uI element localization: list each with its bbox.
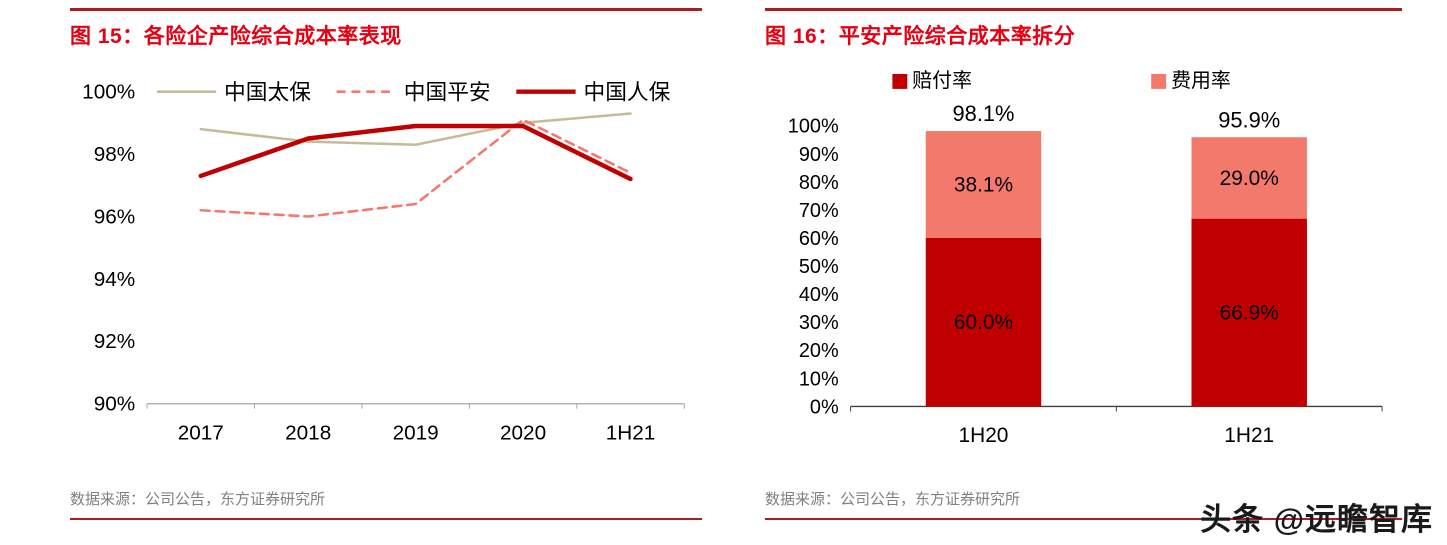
total-label: 98.1% bbox=[952, 101, 1014, 126]
legend-swatch bbox=[1151, 73, 1167, 89]
figure-15-bottom-rule bbox=[70, 518, 702, 520]
bar-segment bbox=[925, 131, 1042, 238]
series-line-solid bbox=[198, 123, 633, 182]
y-tick-label: 100% bbox=[82, 81, 135, 104]
legend-label: 中国人保 bbox=[584, 80, 671, 105]
bar-segment bbox=[1191, 218, 1307, 407]
figure-16-bottom-rule bbox=[765, 518, 1402, 520]
series-line-dashed bbox=[199, 118, 632, 218]
segment-label: 38.1% bbox=[954, 173, 1013, 196]
legend-label: 中国太保 bbox=[224, 80, 311, 105]
figure-15-top-rule bbox=[70, 8, 702, 11]
y-tick-label: 40% bbox=[799, 284, 839, 306]
x-tick-label: 2017 bbox=[178, 421, 224, 444]
y-tick-label: 80% bbox=[799, 172, 839, 194]
total-label: 95.9% bbox=[1218, 107, 1280, 132]
y-tick-label: 10% bbox=[799, 368, 839, 390]
y-tick-label: 100% bbox=[788, 116, 839, 138]
y-tick-label: 0% bbox=[810, 396, 839, 418]
y-tick-label: 90% bbox=[94, 393, 135, 416]
segment-label: 66.9% bbox=[1220, 301, 1279, 324]
legend-label: 费用率 bbox=[1171, 69, 1231, 92]
y-tick-label: 90% bbox=[799, 144, 839, 166]
y-tick-label: 60% bbox=[799, 228, 839, 250]
y-tick-label: 98% bbox=[94, 143, 135, 166]
x-tick-label: 2020 bbox=[500, 421, 546, 444]
segment-label: 60.0% bbox=[954, 311, 1013, 334]
figure-16-top-rule bbox=[765, 8, 1402, 11]
x-tick-label: 1H20 bbox=[958, 424, 1008, 447]
legend-label: 中国平安 bbox=[404, 80, 491, 105]
combined-ratio-split-bar-chart: 0% 10% 20% 30% 40% 50% 60% 70% 80% 90% 100% 60.0% 38… bbox=[788, 69, 1383, 447]
x-tick-label: 1H21 bbox=[606, 421, 656, 444]
combined-ratio-line-chart: 90% 92% 94% 96% 98% 100% 2017 2018 2019 2020 1H21 中… bbox=[82, 80, 685, 444]
y-tick-label: 94% bbox=[94, 268, 135, 291]
figure-16-source: 数据来源：公司公告，东方证券研究所 bbox=[765, 491, 1021, 508]
bar-segment bbox=[925, 237, 1042, 407]
bar-segment bbox=[1191, 137, 1307, 219]
y-tick-label: 20% bbox=[799, 340, 839, 362]
figure-15-panel: 图 15：各险企产险综合成本率表现 90% 92% 94% 96% 98% 100% 201… bbox=[70, 8, 702, 520]
figure-16-panel: 图 16：平安产险综合成本率拆分 0% 10% 20% 30% 40% 50% 60% 70%… bbox=[765, 8, 1402, 520]
x-tick-label: 2019 bbox=[393, 421, 439, 444]
figure-15-title: 图 15：各险企产险综合成本率表现 bbox=[70, 25, 402, 48]
legend-label: 赔付率 bbox=[912, 69, 972, 92]
series-line-solid bbox=[199, 112, 632, 147]
figure-16-title: 图 16：平安产险综合成本率拆分 bbox=[765, 25, 1076, 48]
x-tick-label: 2018 bbox=[285, 421, 331, 444]
figure-15-source: 数据来源：公司公告，东方证券研究所 bbox=[70, 491, 326, 508]
y-tick-label: 70% bbox=[799, 200, 839, 222]
x-tick-label: 1H21 bbox=[1224, 424, 1274, 447]
y-tick-label: 96% bbox=[94, 205, 135, 228]
y-tick-label: 50% bbox=[799, 256, 839, 278]
watermark: 头条 @远瞻智库 bbox=[1200, 502, 1433, 537]
segment-label: 29.0% bbox=[1220, 167, 1279, 190]
y-tick-label: 92% bbox=[94, 330, 135, 353]
y-tick-label: 30% bbox=[799, 312, 839, 334]
legend-swatch bbox=[892, 73, 908, 89]
